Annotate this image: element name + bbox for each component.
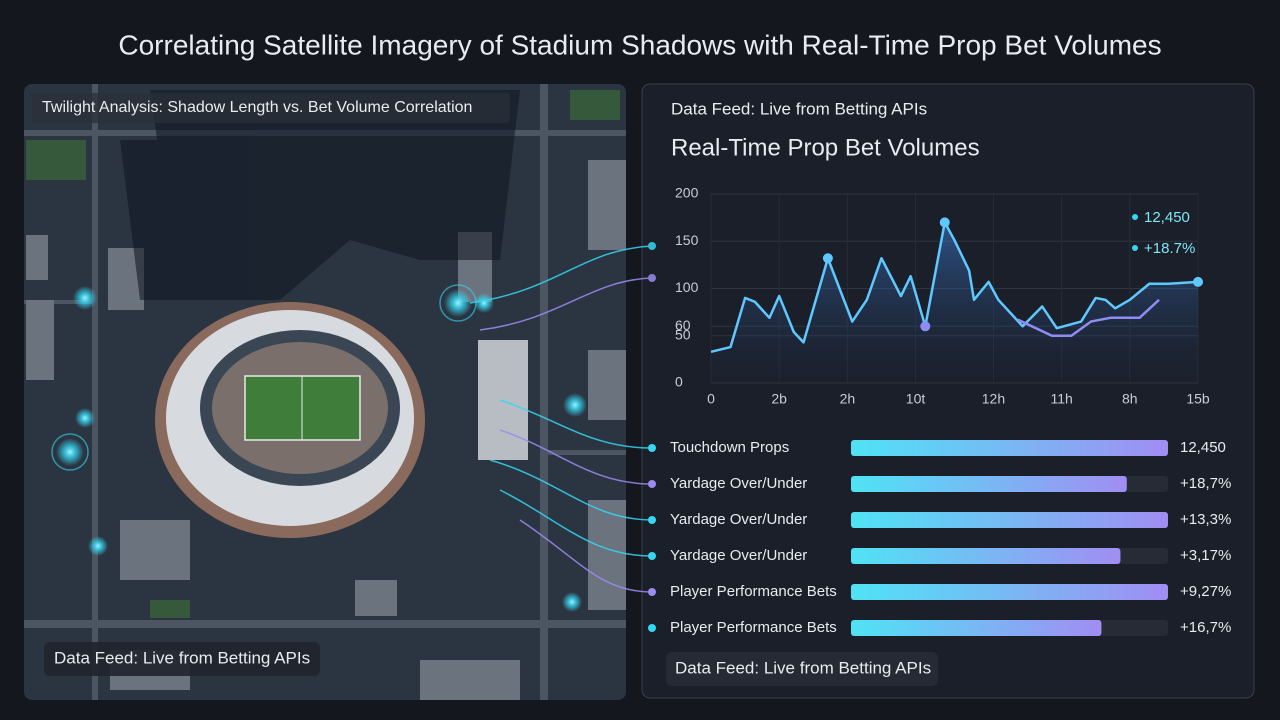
x-tick-label: 2b: [771, 391, 787, 407]
line: [710, 221, 1199, 354]
line: [1017, 298, 1160, 337]
bar-readout: +9,27%: [1180, 583, 1231, 600]
x-tick-label: 8h: [1122, 391, 1138, 407]
y-tick-label: 0: [675, 374, 683, 390]
annotation-dot: [1132, 214, 1138, 220]
bar: [851, 548, 1121, 564]
bar-readout: 12,450: [1180, 439, 1226, 456]
row-dot: [648, 480, 656, 488]
row-dot: [648, 624, 656, 632]
bar-label: Player Performance Bets: [670, 619, 837, 636]
satellite-image: [24, 84, 626, 700]
image-caption: Twilight Analysis: Shadow Length vs. Bet…: [42, 99, 472, 116]
panel-footer: Data Feed: Live from Betting APIs: [675, 658, 931, 677]
panel-source: Data Feed: Live from Betting APIs: [671, 99, 927, 118]
annotation-dot: [1132, 245, 1138, 251]
highlight-point: [920, 321, 931, 332]
bar-readout: +13,3%: [1180, 511, 1231, 528]
chart-title: Real-Time Prop Bet Volumes: [671, 134, 980, 161]
bar-label: Yardage Over/Under: [670, 511, 807, 528]
row-dot: [648, 552, 656, 560]
chart-panel: [641, 83, 1255, 699]
x-tick-label: 10t: [906, 391, 926, 407]
bar: [851, 620, 1102, 636]
page-title: Correlating Satellite Imagery of Stadium…: [118, 29, 1161, 60]
y-tick-label: 200: [675, 185, 699, 201]
bar: [851, 512, 1168, 528]
x-tick-label: 0: [707, 391, 715, 407]
annotation: 12,450: [1144, 209, 1190, 226]
bar-readout: +16,7%: [1180, 619, 1231, 636]
area: [711, 222, 1198, 383]
x-tick-label: 15b: [1186, 391, 1210, 407]
row-dot: [648, 444, 656, 452]
highlight-point: [1193, 276, 1203, 287]
y-tick-label: 150: [675, 232, 699, 248]
bar: [851, 476, 1127, 492]
bar-readout: +3,17%: [1180, 547, 1231, 564]
connectors: [469, 242, 656, 593]
panel-footer-box: [666, 652, 938, 686]
footer-box: [44, 642, 320, 676]
highlight-point: [939, 217, 950, 228]
caption-box: [32, 93, 510, 123]
highlight-point: [822, 253, 833, 264]
bar-label: Yardage Over/Under: [670, 475, 807, 492]
annotation: +18.7%: [1144, 240, 1195, 257]
bar-label: Touchdown Props: [670, 439, 789, 456]
bar: [851, 584, 1168, 600]
bar-readout: +18,7%: [1180, 475, 1231, 492]
bar: [851, 440, 1168, 456]
y-tick-label: 100: [675, 279, 699, 295]
y-tick-label: 50: [675, 326, 691, 342]
bar-label: Yardage Over/Under: [670, 547, 807, 564]
y-tick-label: 60: [675, 317, 691, 333]
x-tick-label: 2h: [840, 391, 856, 407]
x-tick-label: 11h: [1050, 391, 1072, 407]
x-tick-label: 12h: [982, 391, 1005, 407]
row-dot: [648, 516, 656, 524]
image-footer: Data Feed: Live from Betting APIs: [54, 648, 310, 667]
bar-label: Player Performance Bets: [670, 583, 837, 600]
row-dot: [648, 588, 656, 596]
